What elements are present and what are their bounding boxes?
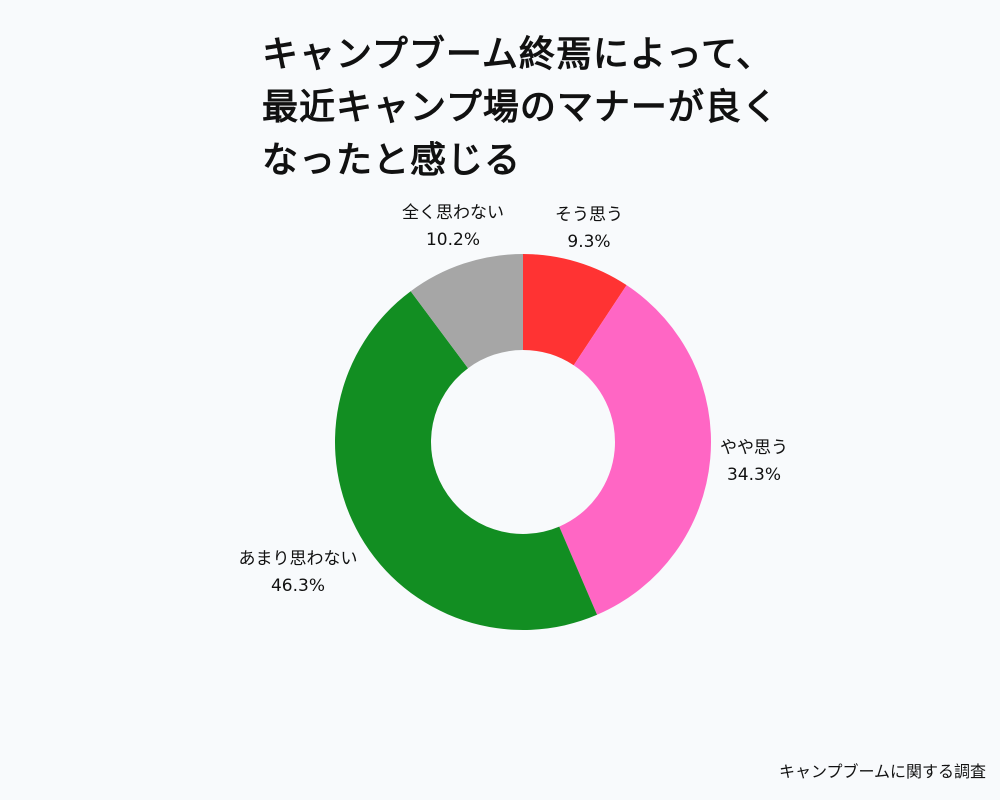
slice-value-4: 10.2% — [426, 230, 480, 250]
slice-3 — [334, 291, 598, 631]
slice-label-4: 全く思わない — [402, 203, 504, 223]
slice-value-1: 9.3% — [567, 232, 610, 252]
chart-title-line-2: 最近キャンプ場のマナーが良く — [262, 87, 779, 128]
source-note: キャンプブームに関する調査 — [778, 762, 986, 781]
slice-labels: そう思う 9.3% やや思う 34.3% あまり思わない 46.3% 全く思わない 10.2% — [239, 203, 789, 596]
slice-4 — [410, 254, 523, 369]
slice-2 — [559, 285, 711, 615]
slice-label-2: やや思う — [720, 438, 788, 458]
donut-slices — [334, 254, 711, 631]
slice-1 — [523, 254, 627, 366]
slice-value-3: 46.3% — [271, 576, 325, 596]
slice-label-3: あまり思わない — [239, 549, 358, 569]
chart-title: キャンプブーム終焉によって、 最近キャンプ場のマナーが良く なったと感じる — [262, 28, 779, 187]
slice-value-2: 34.3% — [727, 465, 781, 485]
chart-title-line-3: なったと感じる — [262, 140, 522, 181]
slice-label-1: そう思う — [555, 205, 623, 225]
chart-title-line-1: キャンプブーム終焉によって、 — [262, 34, 774, 75]
